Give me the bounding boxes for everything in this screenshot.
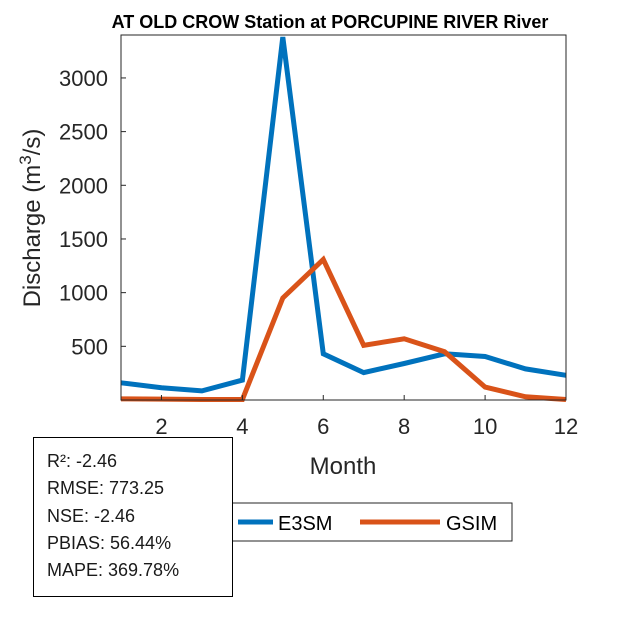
plot-area	[121, 35, 566, 400]
metrics-box: R²: -2.46 RMSE: 773.25 NSE: -2.46 PBIAS:…	[33, 437, 233, 597]
x-tick-label: 4	[236, 414, 248, 439]
metric-mape: MAPE: 369.78%	[47, 560, 180, 581]
x-tick-label: 2	[155, 414, 167, 439]
series-layer	[120, 36, 567, 402]
series-line-e3sm	[120, 36, 567, 394]
legend-label-gsim: GSIM	[446, 513, 497, 535]
metric-rmse: RMSE: 773.25	[47, 478, 165, 499]
chart-title: AT OLD CROW Station at PORCUPINE RIVER R…	[112, 12, 549, 32]
axes-layer	[120, 34, 567, 401]
x-tick-label: 10	[473, 414, 497, 439]
legend-label-e3sm: E3SM	[278, 513, 332, 535]
y-tick-label: 1500	[59, 227, 108, 252]
legend: E3SM GSIM	[231, 502, 513, 542]
x-tick-label: 8	[398, 414, 410, 439]
y-tick-label: 500	[71, 334, 108, 359]
x-tick-label: 6	[317, 414, 329, 439]
metric-nse: NSE: -2.46	[47, 505, 136, 526]
series-line-gsim	[120, 255, 567, 402]
y-axis-label-superscript: 3	[16, 155, 35, 164]
metric-r2: R²: -2.46	[47, 451, 118, 471]
y-tick-label: 2000	[59, 173, 108, 198]
y-axis-label-main: Discharge (m	[19, 165, 46, 308]
y-axis-label-suffix: /s)	[19, 129, 46, 156]
ticks-layer: 2 4 6 8 10 12 500 1000 1500 2000 2500 3000	[59, 66, 578, 439]
x-axis-label: Month	[310, 453, 377, 480]
y-tick-label: 1000	[59, 281, 108, 306]
x-tick-label: 12	[554, 414, 578, 439]
y-tick-label: 3000	[59, 66, 108, 91]
y-axis-label: Discharge (m3/s)	[16, 129, 46, 308]
y-tick-label: 2500	[59, 120, 108, 145]
metric-pbias: PBIAS: 56.44%	[47, 532, 172, 553]
